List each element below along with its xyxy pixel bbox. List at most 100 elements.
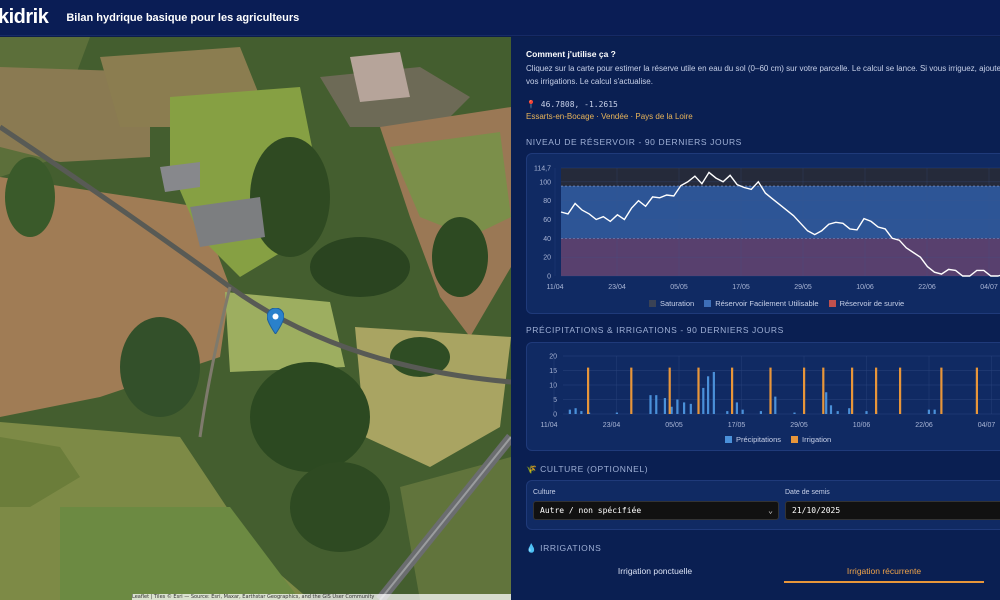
precipitation-bar [683,402,686,414]
y-tick-label: 40 [543,236,551,243]
side-panel: Comment j'utilise ça ? Cliquez sur la ca… [511,37,1000,600]
precipitation-bar [712,371,715,414]
coordinates: 📍 46.7808, -1.2615 [526,100,1000,109]
x-tick-label: 29/05 [790,422,808,429]
wheat-icon: 🌾 [526,464,538,474]
x-tick-label: 22/06 [915,422,933,429]
chevron-down-icon: ⌄ [768,506,773,515]
precipitation-bar [649,395,652,414]
droplet-icon: 💧 [526,543,538,553]
irrigation-bar [803,367,806,414]
precipitation-bar [676,399,679,414]
sowing-date-label: Date de semis [785,489,830,496]
irrigation-bar [731,367,734,414]
legend-saturation[interactable]: Saturation [649,299,694,308]
y-tick-label: 15 [549,368,557,375]
map-attribution[interactable]: Leaflet | Tiles © Esri — Source: Esri, M… [132,594,511,600]
irrigation-bar [875,367,878,414]
legend-swatch [725,436,732,443]
precipitation-bar [759,411,762,414]
legend-irrigation[interactable]: Irrigation [791,435,831,444]
irrigation-bar [975,367,978,414]
precipitation-bar [568,409,571,414]
x-tick-label: 11/04 [541,422,558,429]
precipitation-bar [670,406,673,414]
legend-swatch [791,436,799,443]
precip-chart: 0 5 10 15 20 11/04 23/04 05/05 17/05 29/05 10/06 22… [541,354,1000,429]
irrigations-section-title: 💧 IRRIGATIONS [526,543,601,554]
legend-label: Précipitations [736,435,782,444]
precip-chart-box: 0 5 10 15 20 11/04 23/04 05/05 17/05 29/05 10/06 22… [526,342,1000,451]
y-tick-label: 100 [539,179,551,186]
y-tick-label: 114,7 [534,166,551,173]
precipitation-bar [726,411,729,414]
sowing-date-input[interactable]: 21/10/2025 [785,501,1000,520]
map-marker-icon[interactable] [267,308,284,334]
satellite-map[interactable]: Leaflet | Tiles © Esri — Source: Esri, M… [0,37,511,600]
y-tick-label: 80 [543,198,551,205]
precipitation-bar [933,409,936,414]
culture-section-title: 🌾 CULTURE (OPTIONNEL) [526,464,648,475]
precipitation-bar [927,409,930,414]
legend-precipitations[interactable]: Précipitations [725,435,781,444]
x-tick-label: 10/06 [856,284,874,291]
top-bar: kidrik Bilan hydrique basique pour les a… [0,0,1000,36]
precipitation-bar [735,402,738,414]
x-tick-label: 05/05 [665,422,683,429]
irrigation-bar [899,367,902,414]
precipitation-bar [702,387,705,414]
precipitation-bar [574,408,577,414]
x-tick-label: 04/07 [978,422,996,429]
y-tick-label: 20 [549,354,557,361]
x-tick-label: 23/04 [608,284,626,291]
legend-swatch [828,300,836,307]
legend-swatch [704,300,712,307]
precipitation-bar [663,398,666,414]
precipitation-bar [707,376,710,414]
crop-select-value: Autre / non spécifiée [540,506,642,515]
irrigation-bar [769,367,772,414]
irrigation-bar [630,367,633,414]
crop-label: Culture [533,489,556,496]
precipitation-bar [774,396,777,414]
irrigation-bar [668,367,671,414]
y-tick-label: 5 [553,397,557,404]
reservoir-section-title: NIVEAU DE RÉSERVOIR - 90 DERNIERS JOURS [526,137,742,147]
precipitation-bar [655,395,658,414]
irrigation-bar [822,367,825,414]
precipitation-bar [793,412,796,414]
irrigation-bar [697,367,700,414]
precip-legend: Précipitations Irrigation [725,435,831,444]
x-tick-label: 22/06 [918,284,936,291]
legend-rfu[interactable]: Réservoir Facilement Utilisable [704,299,819,308]
crop-select[interactable]: Autre / non spécifiée ⌄ [533,501,779,520]
x-tick-label: 11/04 [547,284,564,291]
reservoir-legend: Saturation Réservoir Facilement Utilisab… [649,299,904,308]
precipitation-bar [580,411,583,414]
pin-icon: 📍 [526,100,536,109]
legend-survie[interactable]: Réservoir de survie [828,299,905,308]
tab-irrigation-recurrente[interactable]: Irrigation récurrente [784,559,984,583]
x-tick-label: 05/05 [670,284,688,291]
y-tick-label: 20 [543,255,551,262]
precipitation-bar [865,411,868,414]
y-tick-label: 0 [547,274,551,281]
tab-irrigation-ponctuelle[interactable]: Irrigation ponctuelle [617,566,693,576]
precipitation-bar [615,412,618,414]
reservoir-level-line [560,171,1000,277]
map-imagery [0,37,511,600]
legend-label: Réservoir de survie [839,299,905,308]
saturation-band [561,168,1000,187]
precipitation-bar [689,403,692,414]
app-logo[interactable]: kidrik [0,6,49,28]
legend-label: Saturation [660,299,695,308]
x-tick-label: 10/06 [853,422,871,429]
reservoir-chart-box: 0 20 40 60 80 100 114,7 11/04 23/04 05/05 17/05 29/… [526,153,1000,314]
y-tick-label: 60 [543,217,551,224]
x-tick-label: 23/04 [603,422,621,429]
app-title: Bilan hydrique basique pour les agricult… [66,11,300,24]
y-tick-label: 10 [549,383,557,390]
rfu-band [561,186,1000,239]
howto-text: Cliquez sur la carte pour estimer la rés… [526,64,1000,86]
precipitation-bar [848,408,851,414]
